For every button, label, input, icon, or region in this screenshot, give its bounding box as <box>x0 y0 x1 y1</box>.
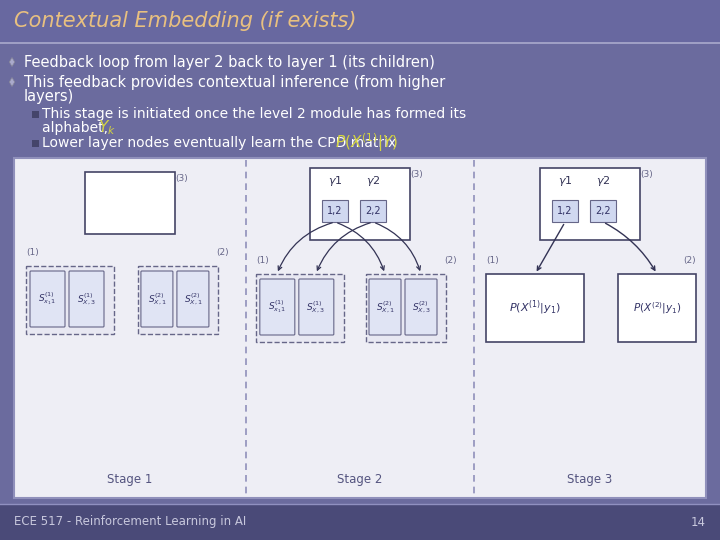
Text: $S^{(1)}_{X,3}$: $S^{(1)}_{X,3}$ <box>307 299 325 315</box>
Text: (2): (2) <box>683 256 696 266</box>
Polygon shape <box>9 57 14 66</box>
FancyBboxPatch shape <box>366 274 446 342</box>
Polygon shape <box>9 78 14 86</box>
Text: $S^{(1)}_{x_{1}1}$: $S^{(1)}_{x_{1}1}$ <box>38 291 56 307</box>
Bar <box>32 111 38 118</box>
FancyBboxPatch shape <box>405 279 437 335</box>
Text: $P(X^{(2)}|y_1)$: $P(X^{(2)}|y_1)$ <box>633 300 681 316</box>
FancyBboxPatch shape <box>138 266 218 334</box>
FancyBboxPatch shape <box>369 279 401 335</box>
Text: ECE 517 - Reinforcement Learning in AI: ECE 517 - Reinforcement Learning in AI <box>14 516 246 529</box>
Text: $S^{(1)}_{x_{1}1}$: $S^{(1)}_{x_{1}1}$ <box>268 299 286 315</box>
Text: Stage 1: Stage 1 <box>107 474 153 487</box>
Text: $S^{(2)}_{X,1}$: $S^{(2)}_{X,1}$ <box>148 291 166 307</box>
Text: Contextual Embedding (if exists): Contextual Embedding (if exists) <box>14 11 356 31</box>
FancyBboxPatch shape <box>69 271 104 327</box>
Text: 2,2: 2,2 <box>365 206 381 216</box>
Text: (2): (2) <box>216 248 228 258</box>
Text: $\gamma 1$: $\gamma 1$ <box>558 174 572 188</box>
FancyBboxPatch shape <box>26 266 114 334</box>
FancyBboxPatch shape <box>30 271 65 327</box>
Text: $S^{(1)}_{X,3}$: $S^{(1)}_{X,3}$ <box>76 291 95 307</box>
FancyBboxPatch shape <box>260 279 294 335</box>
Text: $S^{(2)}_{X,1}$: $S^{(2)}_{X,1}$ <box>376 299 395 315</box>
Text: 1,2: 1,2 <box>328 206 343 216</box>
Text: 1,2: 1,2 <box>557 206 573 216</box>
Text: (1): (1) <box>486 256 499 266</box>
Text: $\gamma 2$: $\gamma 2$ <box>596 174 611 188</box>
Text: $\gamma 1$: $\gamma 1$ <box>328 174 342 188</box>
FancyBboxPatch shape <box>141 271 173 327</box>
Bar <box>32 139 38 146</box>
FancyBboxPatch shape <box>322 200 348 222</box>
Text: $S^{(2)}_{X,3}$: $S^{(2)}_{X,3}$ <box>412 299 431 315</box>
FancyBboxPatch shape <box>256 274 344 342</box>
FancyBboxPatch shape <box>540 168 640 240</box>
Text: $S^{(2)}_{X,1}$: $S^{(2)}_{X,1}$ <box>184 291 202 307</box>
Text: Stage 2: Stage 2 <box>337 474 383 487</box>
FancyBboxPatch shape <box>299 279 334 335</box>
Text: layers): layers) <box>24 90 74 105</box>
Text: alphabet,: alphabet, <box>42 121 112 135</box>
FancyBboxPatch shape <box>177 271 209 327</box>
FancyBboxPatch shape <box>552 200 578 222</box>
Text: (1): (1) <box>256 256 269 266</box>
Text: This feedback provides contextual inference (from higher: This feedback provides contextual infere… <box>24 75 445 90</box>
Text: This stage is initiated once the level 2 module has formed its: This stage is initiated once the level 2… <box>42 107 466 121</box>
FancyBboxPatch shape <box>360 200 386 222</box>
Bar <box>0 504 720 540</box>
FancyBboxPatch shape <box>85 172 175 234</box>
Text: Stage 3: Stage 3 <box>567 474 613 487</box>
FancyBboxPatch shape <box>618 274 696 342</box>
Text: $\gamma 2$: $\gamma 2$ <box>366 174 380 188</box>
FancyBboxPatch shape <box>486 274 584 342</box>
Text: Feedback loop from layer 2 back to layer 1 (its children): Feedback loop from layer 2 back to layer… <box>24 55 435 70</box>
Text: $P(X^{(1)}|y_1)$: $P(X^{(1)}|y_1)$ <box>509 299 561 318</box>
Text: Lower layer nodes eventually learn the CPD matrix: Lower layer nodes eventually learn the C… <box>42 136 400 150</box>
FancyBboxPatch shape <box>310 168 410 240</box>
Text: 2,2: 2,2 <box>595 206 611 216</box>
FancyBboxPatch shape <box>14 158 706 498</box>
Text: 14: 14 <box>691 516 706 529</box>
Text: $Y_k$: $Y_k$ <box>98 119 116 137</box>
Text: $P(X^{(1)}|Y)$: $P(X^{(1)}|Y)$ <box>335 132 398 154</box>
Text: (3): (3) <box>175 174 188 183</box>
Text: (3): (3) <box>410 170 423 179</box>
Bar <box>0 0 720 42</box>
Text: (1): (1) <box>26 248 39 258</box>
Text: (2): (2) <box>444 256 456 266</box>
Text: (3): (3) <box>640 170 653 179</box>
FancyBboxPatch shape <box>590 200 616 222</box>
